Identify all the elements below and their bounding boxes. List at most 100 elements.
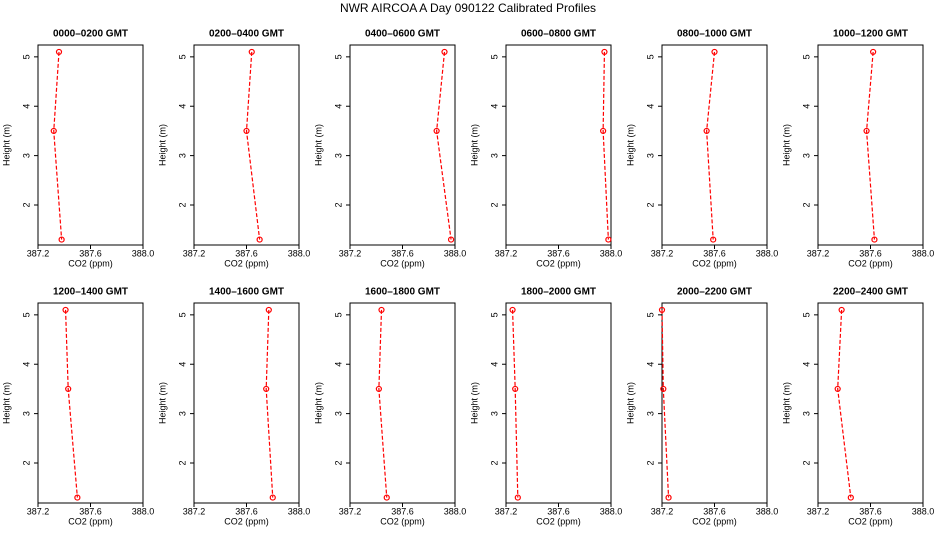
y-axis-label: Height (m) xyxy=(1,382,11,424)
y-axis-label: Height (m) xyxy=(157,382,167,424)
plot-frame xyxy=(349,302,456,504)
y-tick-label: 3 xyxy=(489,153,499,158)
x-tick-label: 388.0 xyxy=(444,506,467,516)
x-tick-label: 388.0 xyxy=(756,248,779,258)
y-tick-label: 2 xyxy=(177,202,187,207)
x-tick-label: 387.6 xyxy=(391,506,414,516)
x-tick-label: 387.2 xyxy=(27,248,50,258)
x-axis-label: CO2 (ppm) xyxy=(68,516,113,526)
y-tick-label: 5 xyxy=(489,312,499,317)
y-tick-label: 5 xyxy=(489,54,499,59)
x-tick-label: 387.6 xyxy=(859,506,882,516)
x-tick-label: 387.6 xyxy=(859,248,882,258)
panel-title: 1600–1800 GMT xyxy=(365,287,440,298)
panel-title: 0800–1000 GMT xyxy=(677,29,752,40)
x-tick-label: 387.2 xyxy=(651,248,674,258)
x-tick-label: 387.2 xyxy=(651,506,674,516)
profile-line xyxy=(245,51,261,240)
x-tick-label: 388.0 xyxy=(288,506,311,516)
data-point xyxy=(50,127,57,135)
data-point xyxy=(509,306,516,314)
x-axis-label: CO2 (ppm) xyxy=(224,258,269,268)
plot-frame xyxy=(661,44,768,246)
data-point xyxy=(378,306,385,314)
y-tick-label: 2 xyxy=(801,460,811,465)
y-tick-label: 2 xyxy=(333,202,343,207)
data-point xyxy=(383,494,390,501)
data-point xyxy=(62,306,69,314)
y-tick-label: 4 xyxy=(333,362,343,367)
y-tick-label: 5 xyxy=(801,312,811,317)
y-tick-label: 4 xyxy=(801,104,811,109)
data-point xyxy=(433,127,440,135)
y-tick-label: 5 xyxy=(801,54,811,59)
data-point xyxy=(834,385,841,393)
y-tick-label: 2 xyxy=(489,460,499,465)
plot-frame xyxy=(505,44,612,246)
x-tick-label: 388.0 xyxy=(132,506,155,516)
x-tick-label: 388.0 xyxy=(288,248,311,258)
data-point xyxy=(660,385,667,393)
y-tick-label: 5 xyxy=(21,312,31,317)
y-tick-label: 4 xyxy=(489,104,499,109)
profile-line xyxy=(378,309,388,498)
y-tick-label: 3 xyxy=(333,153,343,158)
data-point xyxy=(870,48,877,56)
plot-frame xyxy=(193,44,300,246)
y-tick-label: 4 xyxy=(801,362,811,367)
data-point xyxy=(605,236,612,243)
y-tick-label: 5 xyxy=(177,312,187,317)
plot-frame xyxy=(37,302,144,504)
y-tick-label: 4 xyxy=(21,104,31,109)
data-point xyxy=(665,494,672,501)
plot-frame xyxy=(817,302,924,504)
data-point xyxy=(711,48,718,56)
plot-frame xyxy=(37,44,144,246)
y-tick-label: 5 xyxy=(177,54,187,59)
profile-line xyxy=(602,51,609,240)
y-tick-label: 4 xyxy=(645,362,655,367)
y-tick-label: 2 xyxy=(645,202,655,207)
y-axis-label: Height (m) xyxy=(313,124,323,166)
data-point xyxy=(375,385,382,393)
y-axis-label: Height (m) xyxy=(313,382,323,424)
panel-title: 2200–2400 GMT xyxy=(833,287,908,298)
y-tick-label: 4 xyxy=(489,362,499,367)
x-tick-label: 387.6 xyxy=(79,506,102,516)
data-point xyxy=(55,48,63,56)
x-tick-label: 387.2 xyxy=(183,248,206,258)
y-axis-label: Height (m) xyxy=(1,124,11,166)
chart-title: NWR AIRCOA A Day 090122 Calibrated Profi… xyxy=(340,1,596,15)
x-tick-label: 387.6 xyxy=(391,248,414,258)
x-tick-label: 387.2 xyxy=(27,506,50,516)
x-tick-label: 387.2 xyxy=(339,248,362,258)
x-tick-label: 388.0 xyxy=(444,248,467,258)
y-tick-label: 5 xyxy=(645,54,655,59)
y-tick-label: 4 xyxy=(21,362,31,367)
x-axis-label: CO2 (ppm) xyxy=(692,258,737,268)
panel-title: 1200–1400 GMT xyxy=(53,287,128,298)
x-axis-label: CO2 (ppm) xyxy=(536,258,581,268)
plot-frame xyxy=(817,44,924,246)
data-point xyxy=(871,236,878,243)
y-tick-label: 3 xyxy=(489,411,499,416)
profile-line xyxy=(511,309,519,498)
x-axis-label: CO2 (ppm) xyxy=(380,516,425,526)
y-tick-label: 4 xyxy=(333,104,343,109)
y-tick-label: 2 xyxy=(645,460,655,465)
x-tick-label: 388.0 xyxy=(756,506,779,516)
y-tick-label: 5 xyxy=(645,312,655,317)
y-tick-label: 5 xyxy=(21,54,31,59)
x-axis-label: CO2 (ppm) xyxy=(224,516,269,526)
y-axis-label: Height (m) xyxy=(781,382,791,424)
y-tick-label: 3 xyxy=(21,411,31,416)
y-tick-label: 5 xyxy=(333,54,343,59)
y-tick-label: 3 xyxy=(177,153,187,158)
data-point xyxy=(441,48,448,56)
x-tick-label: 387.2 xyxy=(495,506,518,516)
data-point xyxy=(265,306,272,314)
x-tick-label: 387.2 xyxy=(339,506,362,516)
x-tick-label: 387.6 xyxy=(547,248,570,258)
